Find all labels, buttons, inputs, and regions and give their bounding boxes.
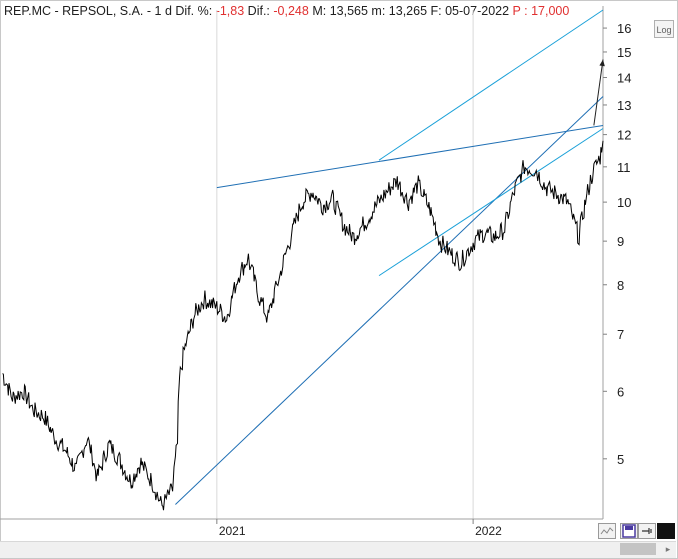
annotations bbox=[593, 59, 605, 126]
y-tick-label: 5 bbox=[617, 452, 624, 467]
y-tick-label: 14 bbox=[617, 71, 631, 86]
log-scale-button[interactable]: Log bbox=[654, 20, 674, 38]
price-series bbox=[2, 140, 604, 511]
scrollbar-thumb[interactable] bbox=[620, 543, 656, 555]
save-icon[interactable] bbox=[620, 523, 638, 539]
pin-icon[interactable] bbox=[638, 523, 656, 539]
date-value: 05-07-2022 bbox=[445, 4, 510, 18]
change-pct-label: Dif. %: bbox=[175, 4, 213, 18]
trendline bbox=[378, 128, 604, 277]
period-label: 1 d bbox=[154, 4, 172, 18]
price-label: P : bbox=[512, 4, 528, 18]
color-black-icon[interactable] bbox=[657, 523, 675, 539]
y-tick-label: 7 bbox=[617, 327, 624, 342]
min-value: 13,265 bbox=[388, 4, 428, 18]
arrow-head bbox=[599, 59, 605, 67]
chart-header: REP.MC - REPSOL, S.A. - 1 d Dif. %: -1,8… bbox=[4, 3, 569, 19]
y-tick-label: 11 bbox=[617, 160, 631, 175]
trendline bbox=[175, 96, 604, 505]
scroll-right-icon[interactable]: ▸ bbox=[665, 544, 671, 554]
x-tick-label: 2021 bbox=[219, 524, 246, 538]
max-value: 13,565 bbox=[329, 4, 368, 18]
y-tick-label: 6 bbox=[617, 384, 624, 399]
price-chart[interactable]: 5 6 7 8 9 10 11 12 13 14 15 16 2021 2022 bbox=[0, 0, 678, 540]
symbol-name: REP.MC - REPSOL, S.A. - bbox=[4, 4, 152, 18]
x-tick-label: 2022 bbox=[475, 524, 502, 538]
change-label: Dif.: bbox=[247, 4, 270, 18]
grid bbox=[216, 10, 474, 519]
y-tick-label: 13 bbox=[617, 98, 631, 113]
trendline bbox=[378, 9, 604, 161]
price-line bbox=[2, 140, 604, 511]
y-tick-label: 9 bbox=[617, 234, 624, 249]
trendlines bbox=[175, 9, 604, 505]
change-pct-value: -1,83 bbox=[215, 4, 245, 18]
max-label: M: bbox=[312, 4, 327, 18]
arrow-shaft bbox=[593, 59, 604, 126]
horizontal-scrollbar[interactable] bbox=[0, 541, 676, 558]
price-value: 17,000 bbox=[531, 4, 570, 18]
y-tick-label: 12 bbox=[617, 128, 631, 143]
y-tick-label: 16 bbox=[617, 21, 631, 36]
indicator-icon[interactable] bbox=[598, 523, 616, 539]
date-label: F: bbox=[430, 4, 442, 18]
min-label: m: bbox=[371, 4, 386, 18]
axes: 5 6 7 8 9 10 11 12 13 14 15 16 2021 2022 bbox=[0, 6, 631, 538]
change-value: -0,248 bbox=[273, 4, 309, 18]
y-tick-label: 10 bbox=[617, 195, 631, 210]
y-tick-label: 15 bbox=[617, 45, 631, 60]
trendline bbox=[216, 124, 604, 189]
y-tick-label: 8 bbox=[617, 278, 624, 293]
